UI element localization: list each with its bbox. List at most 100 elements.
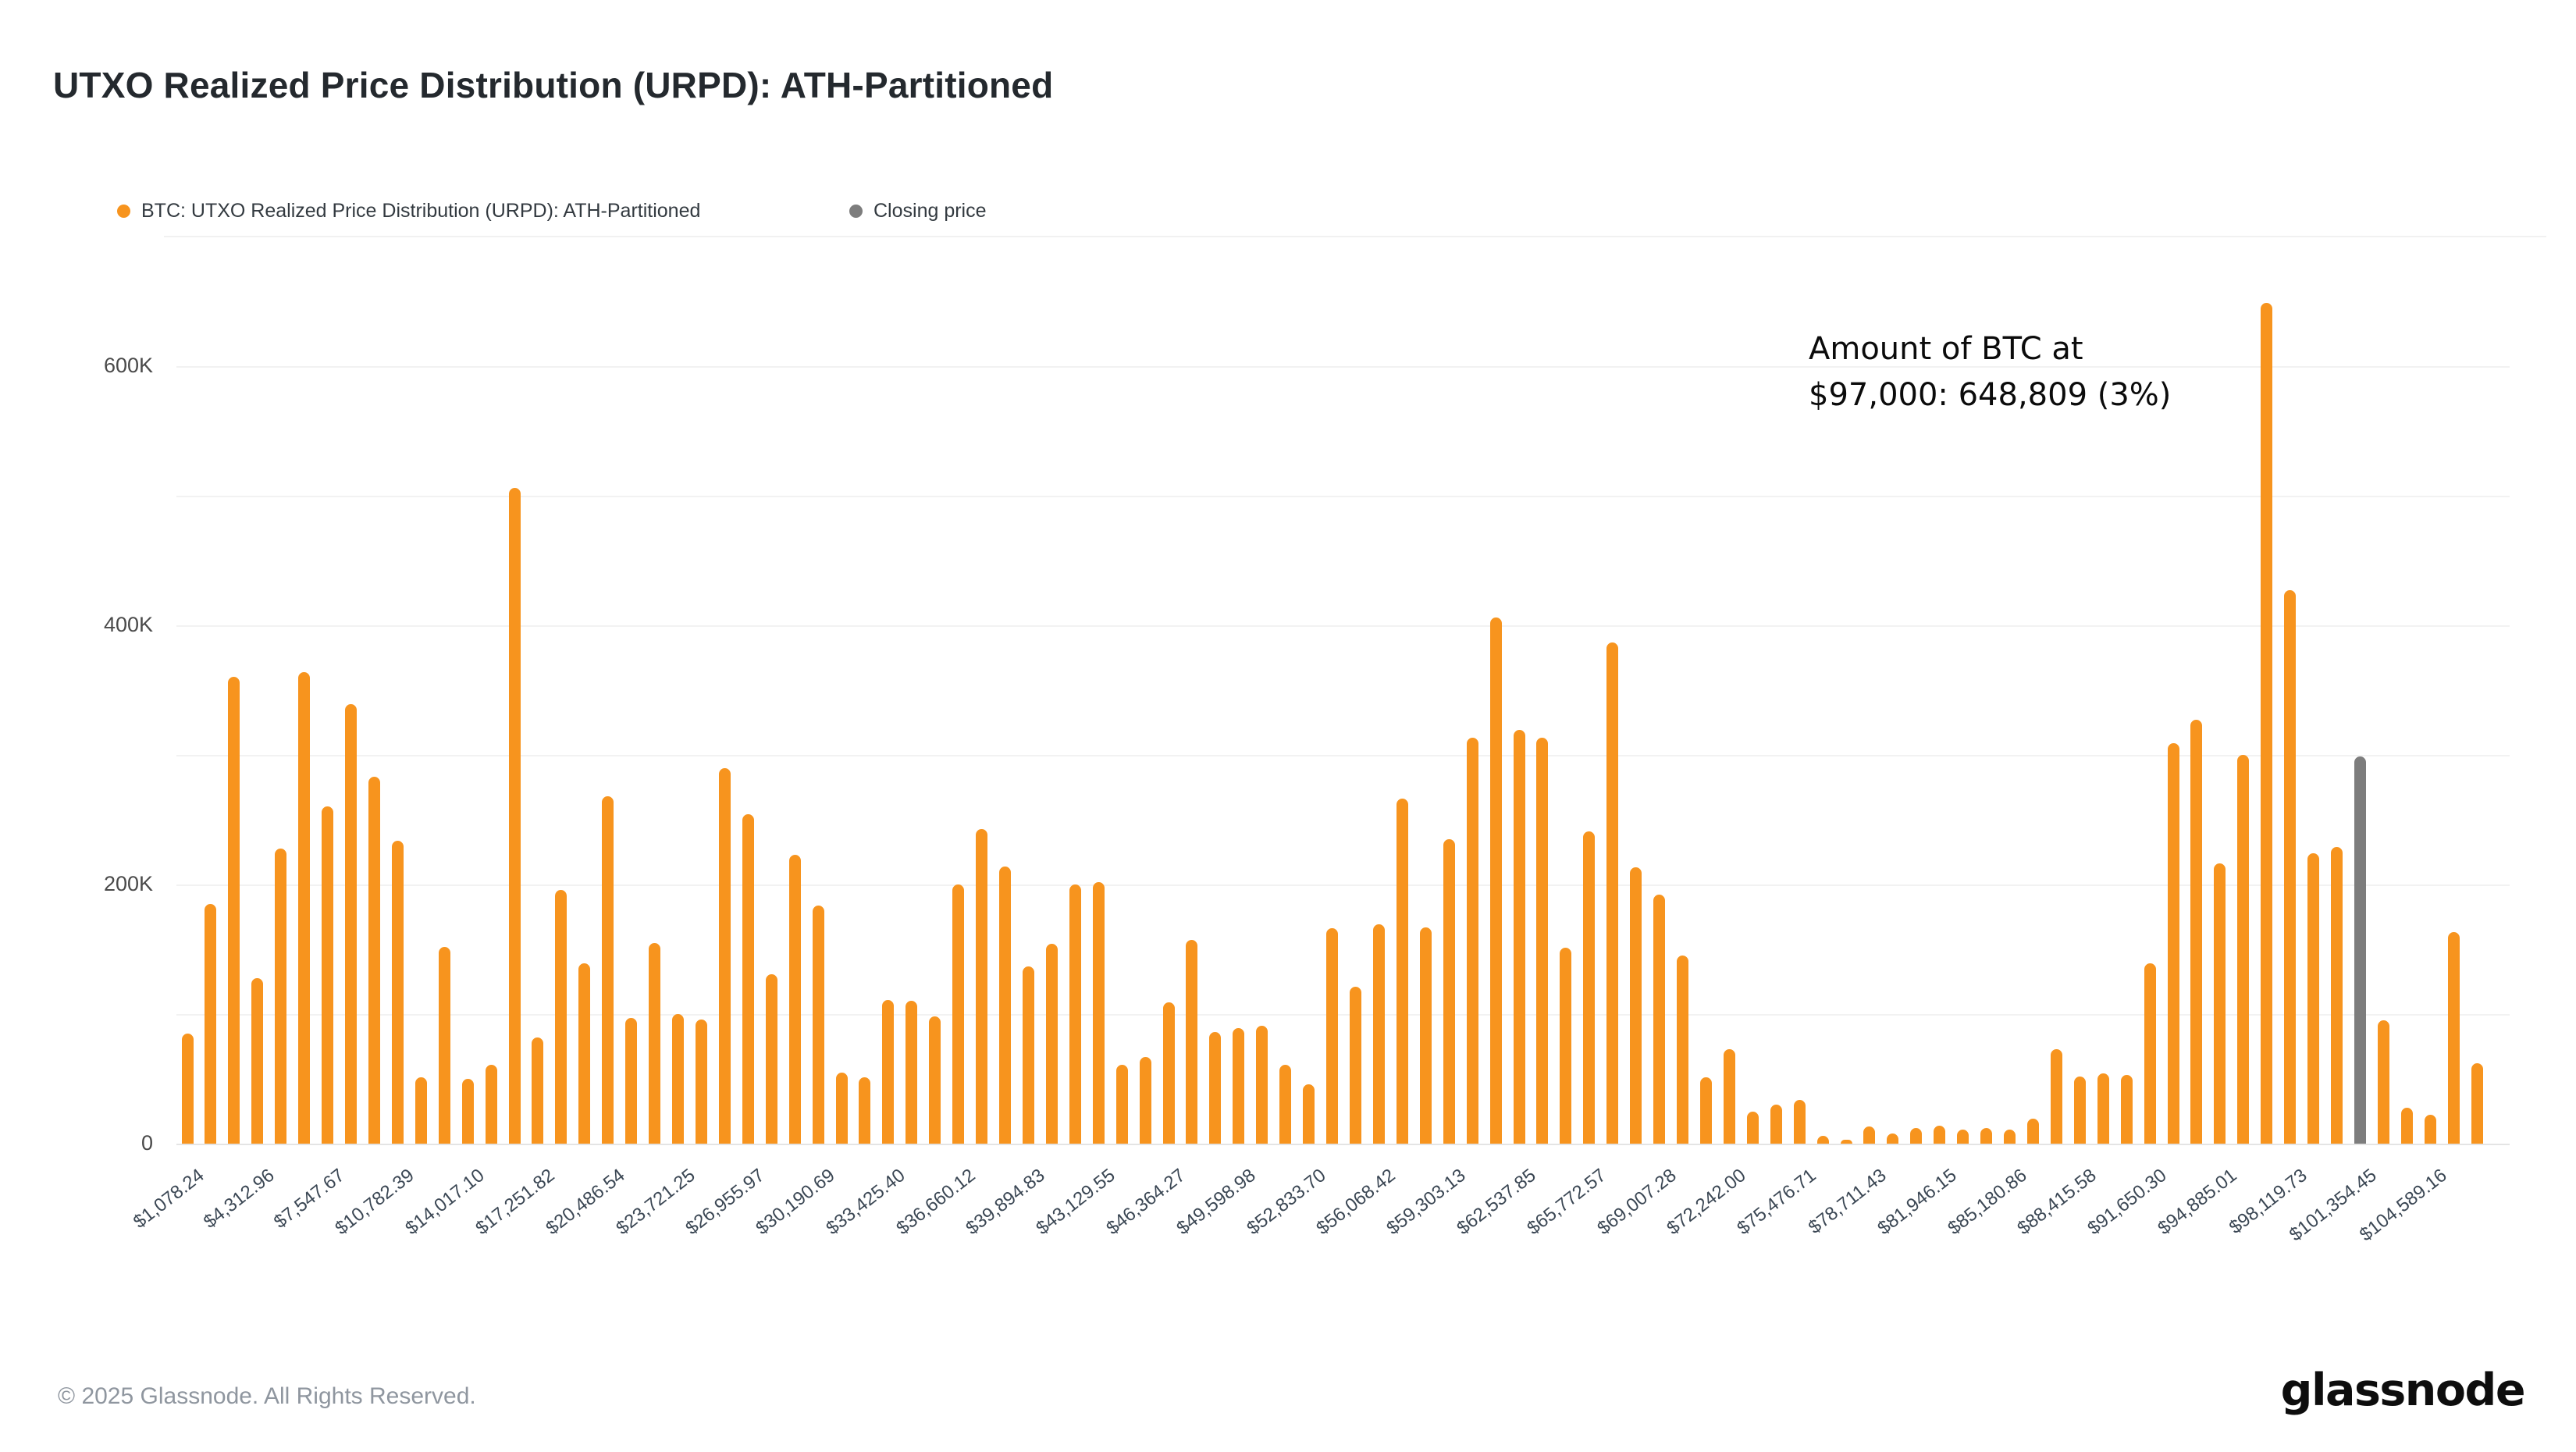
urpd-bar[interactable] [1115, 1064, 1128, 1144]
urpd-bar[interactable] [1279, 1064, 1292, 1144]
urpd-bar[interactable] [1233, 1028, 1245, 1144]
urpd-bar[interactable] [1840, 1140, 1852, 1144]
urpd-bar[interactable] [1770, 1105, 1782, 1144]
urpd-bar[interactable] [2284, 590, 2297, 1144]
urpd-bar[interactable] [2261, 302, 2273, 1144]
urpd-bar[interactable] [391, 840, 404, 1144]
urpd-bar[interactable] [2097, 1073, 2109, 1144]
urpd-bar[interactable] [2331, 846, 2343, 1144]
urpd-bar[interactable] [1653, 895, 1666, 1144]
urpd-bar[interactable] [812, 905, 824, 1144]
urpd-bar[interactable] [1209, 1032, 1222, 1144]
urpd-bar[interactable] [2214, 863, 2226, 1144]
urpd-bar[interactable] [1022, 966, 1034, 1144]
urpd-bar[interactable] [672, 1014, 685, 1144]
urpd-bar[interactable] [345, 704, 357, 1144]
urpd-bar[interactable] [788, 854, 801, 1144]
urpd-bar[interactable] [1583, 831, 1596, 1144]
urpd-bar[interactable] [1980, 1128, 1993, 1144]
urpd-bar[interactable] [2237, 755, 2250, 1144]
urpd-bar[interactable] [1372, 924, 1385, 1144]
urpd-bar[interactable] [438, 946, 450, 1144]
urpd-bar[interactable] [1162, 1002, 1175, 1144]
urpd-bar[interactable] [718, 767, 731, 1144]
urpd-bar[interactable] [1466, 738, 1478, 1144]
urpd-bar[interactable] [1396, 799, 1408, 1144]
urpd-bar[interactable] [2144, 963, 2156, 1144]
urpd-bar[interactable] [322, 806, 334, 1144]
closing-price-bar[interactable] [2354, 756, 2366, 1144]
urpd-bar[interactable] [1443, 838, 1455, 1144]
urpd-bar[interactable] [1957, 1129, 1969, 1144]
urpd-bar[interactable] [2050, 1048, 2062, 1144]
urpd-bar[interactable] [625, 1017, 638, 1144]
urpd-bar[interactable] [2004, 1129, 2016, 1144]
urpd-bar[interactable] [485, 1064, 497, 1144]
urpd-bar[interactable] [251, 977, 264, 1144]
urpd-bar[interactable] [1513, 730, 1525, 1144]
urpd-bar[interactable] [228, 677, 240, 1144]
urpd-bar[interactable] [835, 1072, 848, 1144]
urpd-bar[interactable] [602, 796, 614, 1144]
urpd-bar[interactable] [181, 1033, 194, 1144]
urpd-bar[interactable] [999, 866, 1012, 1144]
urpd-bar[interactable] [2447, 932, 2460, 1144]
urpd-bar[interactable] [555, 889, 568, 1144]
urpd-bar[interactable] [461, 1079, 474, 1144]
urpd-bar[interactable] [859, 1077, 871, 1144]
urpd-bar[interactable] [2400, 1107, 2413, 1144]
urpd-bar[interactable] [1069, 884, 1081, 1144]
urpd-bar[interactable] [1303, 1084, 1315, 1144]
urpd-bar[interactable] [765, 973, 777, 1144]
urpd-bar[interactable] [1863, 1126, 1876, 1144]
urpd-bar[interactable] [1045, 944, 1058, 1144]
urpd-bar[interactable] [2073, 1076, 2086, 1144]
urpd-bar[interactable] [2307, 853, 2320, 1144]
urpd-bar[interactable] [1910, 1128, 1923, 1144]
urpd-bar[interactable] [1677, 956, 1689, 1144]
urpd-bar[interactable] [1092, 881, 1105, 1144]
urpd-bar[interactable] [508, 488, 521, 1144]
urpd-bar[interactable] [275, 848, 287, 1144]
urpd-bar[interactable] [882, 999, 895, 1144]
urpd-bar[interactable] [1350, 987, 1361, 1144]
urpd-bar[interactable] [1489, 617, 1502, 1144]
urpd-bar[interactable] [1256, 1025, 1268, 1144]
urpd-bar[interactable] [742, 814, 754, 1144]
urpd-bar[interactable] [906, 1001, 918, 1144]
urpd-bar[interactable] [532, 1037, 544, 1144]
legend-item-closing-price[interactable]: Closing price [849, 200, 987, 222]
urpd-bar[interactable] [1816, 1136, 1829, 1144]
urpd-bar[interactable] [2190, 720, 2203, 1144]
urpd-bar[interactable] [2424, 1115, 2436, 1144]
urpd-bar[interactable] [1186, 940, 1198, 1144]
urpd-bar[interactable] [1699, 1077, 1712, 1144]
urpd-bar[interactable] [2471, 1063, 2483, 1144]
urpd-bar[interactable] [1560, 948, 1572, 1144]
urpd-bar[interactable] [1139, 1056, 1151, 1144]
urpd-bar[interactable] [298, 671, 311, 1144]
urpd-bar[interactable] [976, 828, 988, 1144]
urpd-bar[interactable] [1419, 927, 1432, 1144]
urpd-bar[interactable] [1723, 1048, 1735, 1144]
urpd-bar[interactable] [2120, 1075, 2133, 1144]
urpd-bar[interactable] [952, 884, 965, 1144]
urpd-bar[interactable] [1606, 642, 1619, 1144]
urpd-bar[interactable] [1326, 928, 1339, 1144]
urpd-bar[interactable] [578, 963, 591, 1144]
urpd-bar[interactable] [2026, 1119, 2039, 1144]
urpd-bar[interactable] [1793, 1099, 1806, 1144]
urpd-bar[interactable] [1887, 1133, 1899, 1144]
urpd-bar[interactable] [929, 1016, 941, 1144]
urpd-bar[interactable] [415, 1077, 427, 1144]
urpd-bar[interactable] [649, 942, 661, 1144]
urpd-bar[interactable] [1934, 1125, 1946, 1144]
urpd-bar[interactable] [2377, 1020, 2389, 1144]
urpd-bar[interactable] [695, 1019, 707, 1144]
urpd-bar[interactable] [1536, 738, 1549, 1144]
urpd-bar[interactable] [1746, 1111, 1759, 1144]
urpd-bar[interactable] [368, 777, 380, 1144]
urpd-bar[interactable] [2167, 743, 2179, 1144]
urpd-bar[interactable] [1630, 867, 1642, 1144]
legend-item-urpd[interactable]: BTC: UTXO Realized Price Distribution (U… [117, 200, 700, 222]
